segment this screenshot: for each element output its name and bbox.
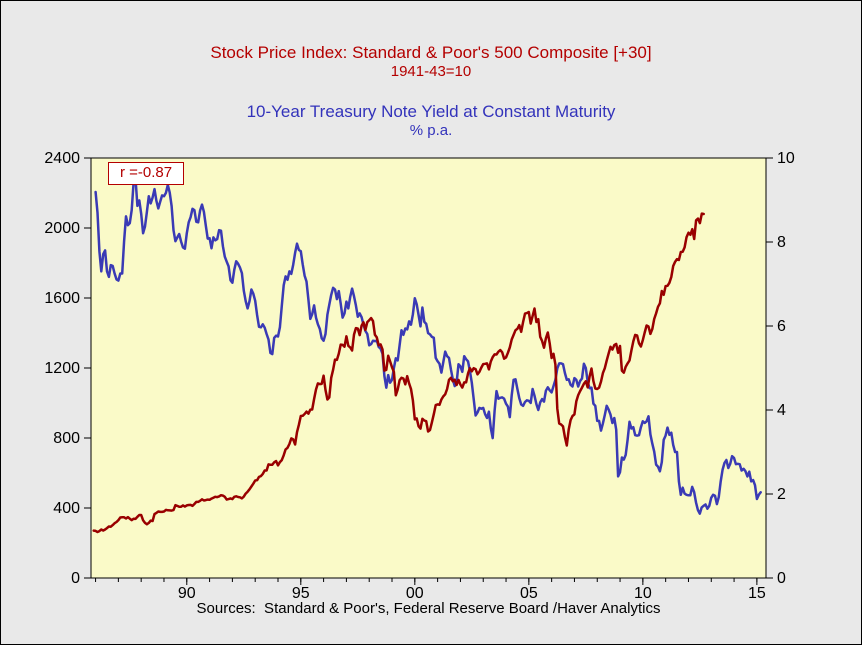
left-axis-tick-label: 1600 [44, 290, 80, 307]
left-axis-tick-label: 2000 [44, 220, 80, 237]
left-axis-tick-label: 1200 [44, 360, 80, 377]
chart-title-secondary: 10-Year Treasury Note Yield at Constant … [246, 101, 616, 121]
source-note: Sources: Standard & Poor's, Federal Rese… [196, 600, 661, 617]
x-axis-tick-label: 05 [520, 585, 538, 602]
right-axis-tick-label: 10 [777, 150, 795, 167]
correlation-label: r =-0.87 [120, 164, 173, 181]
chart-title-primary: Stock Price Index: Standard & Poor's 500… [210, 43, 652, 62]
right-axis-tick-label: 4 [777, 402, 786, 419]
right-axis-tick-label: 8 [777, 234, 786, 251]
chart-subtitle-secondary: % p.a. [409, 121, 453, 139]
right-axis-tick-label: 0 [777, 570, 786, 587]
x-axis-tick-label: 90 [178, 585, 196, 602]
right-axis-tick-label: 6 [777, 318, 786, 335]
plot-frame [90, 157, 767, 579]
left-axis-tick-label: 800 [53, 430, 80, 447]
right-axis-tick-label: 2 [777, 486, 786, 503]
x-axis-tick-label: 15 [748, 585, 766, 602]
x-axis-tick-label: 10 [634, 585, 652, 602]
correlation-legend: r =-0.87 [108, 162, 185, 185]
left-axis-tick-label: 0 [71, 570, 80, 587]
chart-header: Stock Price Index: Standard & Poor's 500… [1, 43, 861, 139]
x-axis-tick-label: 95 [292, 585, 310, 602]
series-line-treasury-yield [94, 176, 762, 515]
series-line-sp500 [92, 212, 705, 534]
left-axis-tick-label: 2400 [44, 150, 80, 167]
chart-subtitle-primary: 1941-43=10 [390, 63, 472, 81]
left-axis-tick-label: 400 [53, 500, 80, 517]
x-axis-tick-label: 00 [406, 585, 424, 602]
